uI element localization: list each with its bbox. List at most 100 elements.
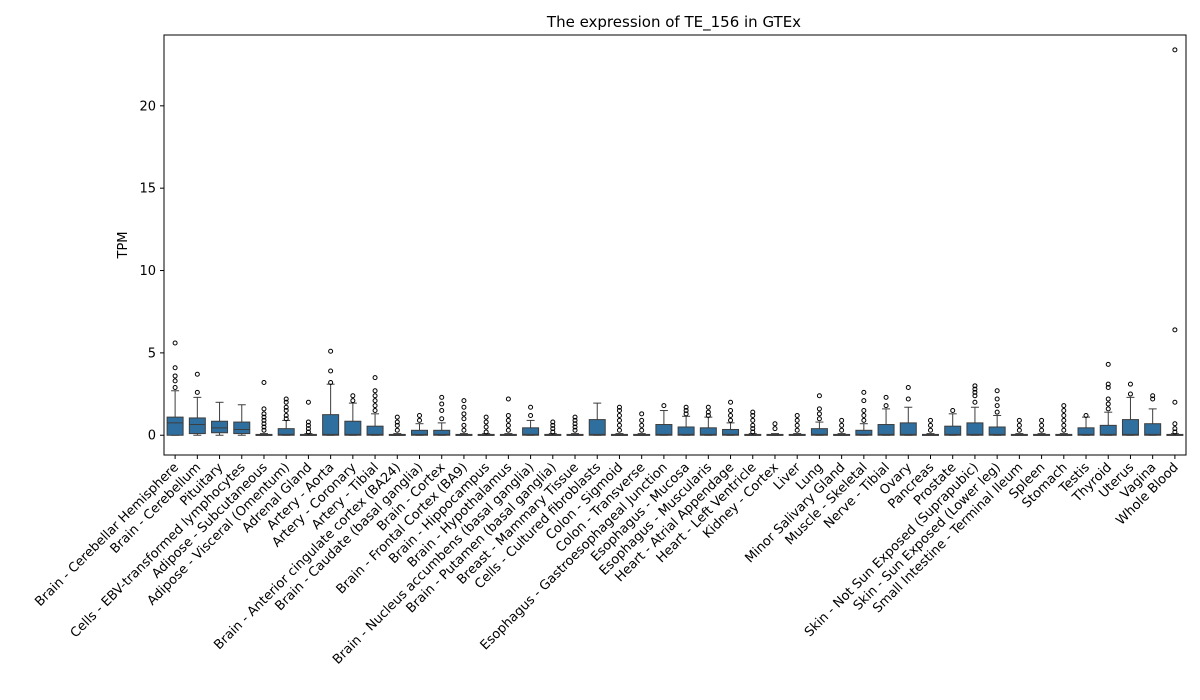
outlier-point — [905, 384, 911, 390]
box-group — [1099, 361, 1117, 436]
outlier-point — [283, 416, 289, 422]
outlier-point — [994, 396, 1000, 402]
outlier-point — [1083, 412, 1089, 418]
outlier-point — [794, 417, 800, 423]
box-group — [499, 396, 517, 436]
outlier-point — [572, 424, 578, 430]
outlier-point — [1172, 429, 1178, 435]
box — [810, 428, 828, 436]
y-tick-label: 0 — [148, 429, 156, 444]
box-group — [877, 394, 895, 436]
outlier-point — [505, 427, 511, 433]
box-group — [366, 375, 384, 436]
outlier-point — [928, 417, 933, 423]
box-group — [1077, 412, 1095, 436]
box-group — [166, 340, 184, 436]
outlier-point — [1150, 396, 1156, 402]
outlier-point — [905, 396, 911, 402]
box-group — [522, 404, 540, 436]
box — [411, 429, 428, 436]
outlier-point — [616, 408, 622, 414]
box-group — [322, 348, 340, 436]
outlier-point — [994, 388, 1000, 394]
outlier-point — [461, 398, 467, 404]
outlier-point — [261, 380, 267, 386]
outlier-point — [550, 419, 556, 425]
outlier-point — [728, 417, 734, 423]
outlier-point — [1016, 417, 1022, 423]
outlier-point — [305, 422, 311, 428]
outlier-point — [1105, 401, 1111, 407]
outlier-point — [994, 409, 1000, 415]
outlier-point — [1127, 391, 1133, 397]
plot-marks — [166, 47, 1184, 436]
outlier-point — [417, 417, 422, 423]
outlier-point — [772, 426, 778, 432]
box-group — [433, 394, 451, 436]
outlier-point — [816, 416, 822, 422]
box — [522, 427, 540, 436]
outlier-point — [283, 404, 289, 410]
box — [988, 426, 1006, 436]
box — [677, 426, 695, 436]
outlier-point — [616, 417, 622, 423]
outlier-point — [750, 412, 756, 418]
outlier-point — [439, 408, 445, 414]
outlier-point — [261, 406, 267, 412]
box-group — [610, 404, 628, 436]
outlier-point — [816, 411, 822, 417]
box-group — [1033, 417, 1051, 436]
outlier-point — [861, 412, 867, 418]
outlier-point — [1016, 427, 1022, 433]
box — [366, 425, 384, 436]
box — [588, 419, 606, 436]
outlier-point — [528, 404, 534, 410]
outlier-point — [261, 421, 267, 427]
outlier-point — [639, 417, 645, 423]
box — [233, 421, 251, 435]
outlier-point — [1061, 422, 1067, 428]
outlier-point — [639, 427, 645, 433]
outlier-point — [394, 414, 400, 420]
box-group — [833, 417, 851, 436]
outlier-point — [683, 404, 689, 410]
outlier-point — [394, 422, 400, 428]
outlier-point — [461, 411, 467, 417]
box — [655, 424, 673, 436]
outlier-point — [705, 409, 711, 415]
outlier-point — [1105, 396, 1111, 402]
outlier-point — [550, 422, 556, 428]
box — [855, 429, 873, 436]
outlier-point — [928, 422, 933, 428]
outlier-point — [505, 412, 511, 418]
outlier-point — [283, 399, 289, 405]
outlier-point — [572, 427, 578, 433]
y-tick-label: 15 — [139, 182, 156, 197]
outlier-point — [1061, 408, 1067, 414]
outlier-point — [616, 412, 622, 418]
outlier-point — [994, 403, 1000, 409]
box — [722, 428, 740, 436]
outlier-point — [172, 373, 178, 379]
outlier-point — [172, 384, 178, 390]
box-group — [411, 412, 428, 436]
outlier-point — [861, 389, 867, 395]
outlier-point — [750, 422, 756, 428]
outlier-point — [1105, 384, 1111, 390]
box-group — [810, 393, 828, 436]
outlier-point — [372, 393, 378, 399]
box — [1121, 419, 1139, 436]
outlier-point — [372, 388, 378, 394]
box-group — [477, 414, 495, 436]
outlier-point — [461, 422, 467, 428]
outlier-point — [283, 396, 289, 402]
outlier-point — [972, 383, 978, 389]
outlier-point — [1105, 406, 1111, 412]
outlier-point — [728, 412, 734, 418]
outlier-point — [372, 375, 378, 381]
box-group — [744, 409, 762, 436]
box-group — [1055, 403, 1073, 436]
box-group — [944, 408, 962, 436]
